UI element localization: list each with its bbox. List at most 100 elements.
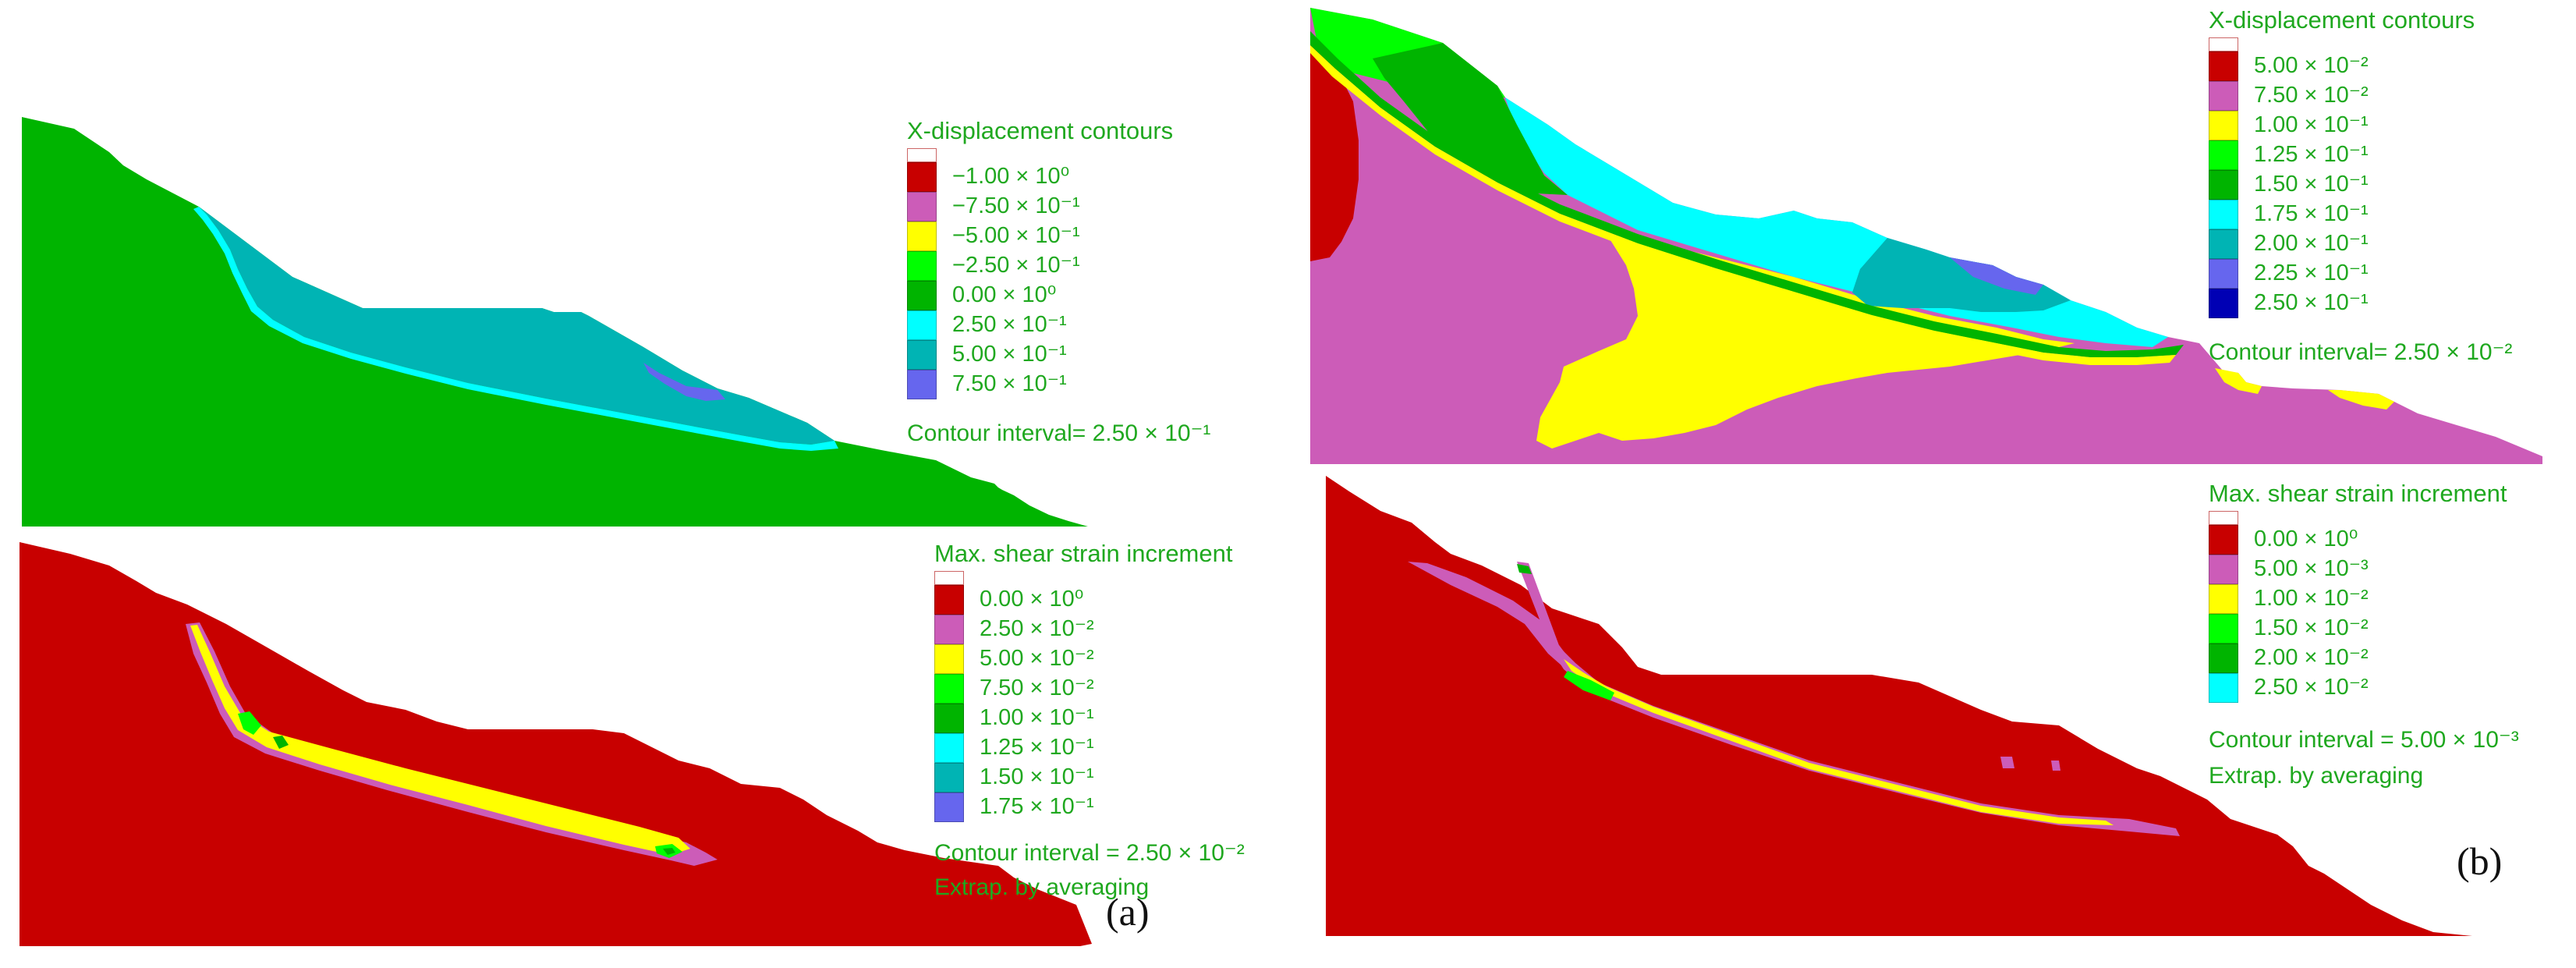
legend-row: 5.00 × 10⁻³ [2209,555,2519,584]
legend-swatch [934,585,964,615]
legend-value-label: 2.50 × 10⁻² [980,616,1094,641]
legend-swatch [934,733,964,763]
legend-row: 1.25 × 10⁻¹ [934,733,1245,763]
legend-row: 2.50 × 10⁻² [2209,673,2519,703]
panel-a-top-contour-plot [22,117,1088,527]
legend-title: X-displacement contours [2209,6,2475,34]
strain-knot-a-bottom-2 [273,736,289,749]
legend-swatch [2209,259,2238,289]
legend-swatch [2209,289,2238,318]
strain-dot-b-bottom-2 [2051,761,2060,771]
legend-swatch [934,704,964,733]
legend-row: 2.50 × 10⁻¹ [2209,289,2512,318]
panel-b-bottom-contour-plot [1326,476,2527,936]
legend-row: 2.25 × 10⁻¹ [2209,259,2512,289]
legend-top-swatch [2209,37,2238,51]
legend-swatch [2209,51,2238,81]
extrapolation-note: Extrap. by averaging [934,874,1150,900]
legend-title: Max. shear strain increment [2209,480,2507,507]
legend-value-label: 2.50 × 10⁻¹ [952,312,1067,337]
legend-value-label: 2.50 × 10⁻² [2254,675,2369,700]
legend-row: 1.00 × 10⁻² [2209,584,2519,614]
legend-value-label: 0.00 × 10⁰ [952,282,1057,307]
contour-interval-label: Contour interval= 2.50 × 10⁻¹ [907,420,1211,446]
crest-patch-a-top [643,363,725,401]
contour-interval-label: Contour interval = 5.00 × 10⁻³ [2209,727,2519,753]
legend-value-label: 0.00 × 10⁰ [2254,527,2358,551]
legend-items: 0.00 × 10⁰ 2.50 × 10⁻² 5.00 × 10⁻² 7.50 × 1… [934,571,1245,822]
legend-x-displacement-b: X-displacement contours 5.00 × 10⁻² 7.50 … [2209,6,2512,367]
legend-value-label: 1.75 × 10⁻¹ [2254,201,2369,226]
legend-value-label: 5.00 × 10⁻³ [2254,556,2369,581]
right-yellow-bit-b-top [2215,368,2262,394]
legend-value-label: 5.00 × 10⁻¹ [952,342,1067,367]
legend-top-swatch [907,148,937,162]
legend-swatch [2209,200,2238,229]
legend-title: X-displacement contours [907,117,1174,144]
legend-value-label: 2.50 × 10⁻¹ [2254,290,2369,315]
panel-label-a: (a) [1106,890,1150,934]
strain-knot-a-bottom-1 [238,711,261,735]
yellow-lobe-b-top [1536,234,2075,449]
legend-row: 2.50 × 10⁻² [934,615,1245,644]
legend-swatch [2209,81,2238,111]
legend-swatch [2209,644,2238,673]
strain-stem-b-bottom-pink [1517,562,1560,651]
darkgreen-b-top [1373,43,1568,195]
red-zone-b-top [1310,31,1359,261]
legend-row: 0.00 × 10⁰ [907,281,1210,310]
legend-row: 7.50 × 10⁻² [934,674,1245,704]
legend-swatch [934,644,964,674]
contour-interval-label: Contour interval= 2.50 × 10⁻² [2209,339,2513,365]
legend-value-label: 2.25 × 10⁻¹ [2254,261,2369,285]
legend-row: 1.00 × 10⁻¹ [2209,111,2512,140]
slope-body-b-bottom [1326,476,2527,936]
legend-row: 1.75 × 10⁻¹ [2209,200,2512,229]
legend-max-shear-strain-a: Max. shear strain increment 0.00 × 10⁰ 2.… [934,540,1245,902]
legend-row: 2.00 × 10⁻¹ [2209,229,2512,259]
legend-row: 1.75 × 10⁻¹ [934,792,1245,822]
legend-swatch [2209,614,2238,644]
legend-value-label: −7.50 × 10⁻¹ [952,193,1080,218]
legend-swatch [907,222,937,251]
legend-top-swatch [934,571,964,585]
legend-row: 0.00 × 10⁰ [934,585,1245,615]
legend-swatch [2209,170,2238,200]
legend-row: 1.25 × 10⁻¹ [2209,140,2512,170]
strain-knot-b-bottom-2 [1517,564,1532,574]
legend-row: 7.50 × 10⁻² [2209,81,2512,111]
legend-swatch [907,310,937,340]
legend-swatch [907,192,937,222]
legend-swatch [2209,525,2238,555]
legend-x-displacement-a: X-displacement contours −1.00 × 10⁰ −7.50… [907,117,1210,448]
legend-value-label: 5.00 × 10⁻² [2254,53,2369,78]
legend-row: 0.00 × 10⁰ [2209,525,2519,555]
legend-value-label: 1.00 × 10⁻² [2254,586,2369,611]
strain-knot-a-bottom-4 [663,848,675,855]
far-right-yellow-b-top [2328,390,2394,410]
panel-b-top-contour-plot [1310,8,2542,464]
legend-items: 5.00 × 10⁻² 7.50 × 10⁻² 1.00 × 10⁻¹ 1.25 × … [2209,37,2512,318]
legend-swatch [907,281,937,310]
legend-swatch [907,340,937,370]
legend-value-label: 7.50 × 10⁻² [2254,83,2369,108]
slope-body-a-bottom [19,542,1092,946]
legend-items: −1.00 × 10⁰ −7.50 × 10⁻¹ −5.00 × 10⁻¹ −2.50… [907,148,1210,399]
legend-value-label: 1.50 × 10⁻² [2254,615,2369,640]
strain-knot-b-bottom-1 [1564,671,1614,700]
legend-swatch [907,370,937,399]
contour-interval-label: Contour interval = 2.50 × 10⁻² [934,840,1245,866]
legend-row: 5.00 × 10⁻² [934,644,1245,674]
legend-swatch [934,674,964,704]
legend-row: −2.50 × 10⁻¹ [907,251,1210,281]
legend-swatch [2209,140,2238,170]
legend-row: −7.50 × 10⁻¹ [907,192,1210,222]
legend-swatch [907,251,937,281]
legend-value-label: 1.75 × 10⁻¹ [980,794,1094,819]
legend-value-label: 7.50 × 10⁻¹ [952,371,1067,396]
legend-title: Max. shear strain increment [934,540,1233,567]
legend-swatch [934,615,964,644]
legend-value-label: 1.50 × 10⁻¹ [980,764,1094,789]
panel-label-b: (b) [2457,839,2503,883]
